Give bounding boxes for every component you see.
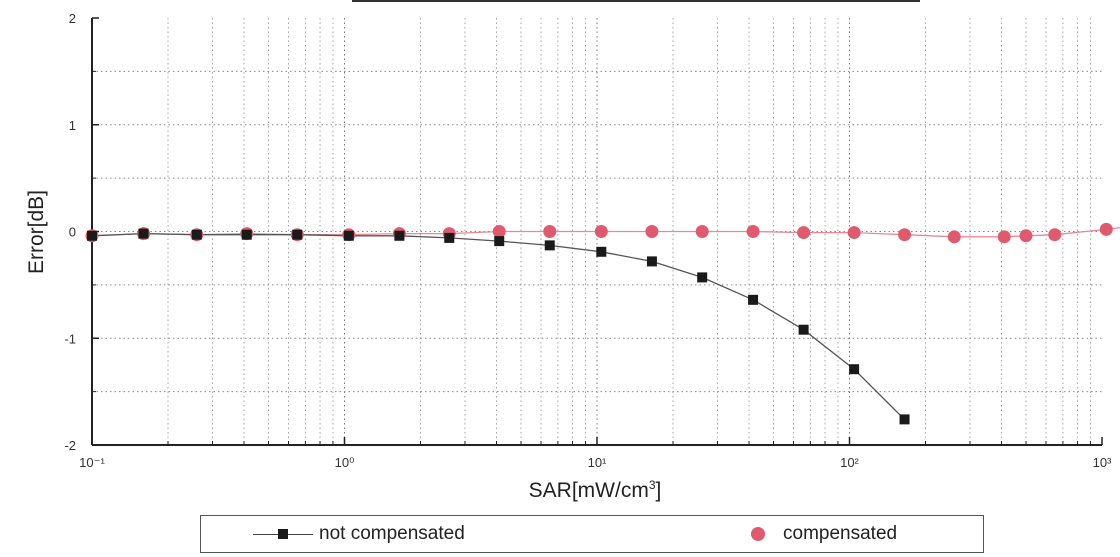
- data-point-not-compensated: [899, 414, 910, 425]
- data-point-compensated: [1099, 222, 1113, 236]
- data-point-not-compensated: [849, 364, 860, 375]
- x-tick-label: 10⁰: [335, 455, 355, 470]
- legend: not compensated compensated: [200, 515, 984, 553]
- chart-plot: 10⁻¹ 10⁰ 10¹ 10² 10³ 2 1 0 -1 -2 SAR[mW/cm3] Erro…: [25, 11, 1120, 502]
- x-tick-label: 10⁻¹: [79, 455, 105, 470]
- data-point-compensated: [847, 226, 861, 240]
- data-point-not-compensated: [697, 272, 708, 283]
- data-point-not-compensated: [444, 232, 455, 243]
- data-point-compensated: [645, 225, 659, 238]
- axes: [91, 17, 1103, 446]
- data-point-compensated: [543, 225, 557, 238]
- legend-line-symbol: [253, 528, 313, 539]
- data-point-compensated: [947, 230, 961, 244]
- series-lines: [91, 226, 1120, 420]
- y-tick-label: 0: [69, 225, 76, 240]
- legend-label: not compensated: [319, 523, 465, 544]
- legend-item-compensated: compensated: [741, 516, 897, 552]
- x-tick-label: 10¹: [588, 455, 607, 470]
- circle-marker-icon: [751, 527, 765, 541]
- y-axis-title: Error[dB]: [25, 190, 48, 274]
- x-axis-title: SAR[mW/cm3]: [529, 478, 662, 502]
- square-marker-icon: [278, 528, 288, 539]
- data-point-not-compensated: [646, 256, 657, 267]
- data-point-compensated: [997, 230, 1011, 244]
- x-tick-label: 10²: [840, 455, 859, 470]
- y-tick-label: 1: [69, 118, 76, 133]
- data-point-compensated: [695, 225, 709, 238]
- top-border-fragment: [352, 0, 920, 2]
- grid: [92, 18, 1102, 445]
- data-point-not-compensated: [241, 229, 252, 240]
- tick-labels: 10⁻¹ 10⁰ 10¹ 10² 10³ 2 1 0 -1 -2: [64, 11, 1112, 470]
- data-point-not-compensated: [748, 294, 759, 305]
- x-tick-label: 10³: [1093, 455, 1112, 470]
- data-point-not-compensated: [596, 246, 607, 257]
- data-point-compensated: [746, 225, 760, 238]
- data-point-not-compensated: [138, 228, 149, 239]
- data-point-not-compensated: [394, 230, 405, 241]
- y-tick-label: 2: [69, 11, 76, 26]
- data-point-compensated: [1019, 229, 1033, 243]
- data-point-compensated: [594, 225, 608, 238]
- data-point-not-compensated: [343, 230, 354, 241]
- data-point-compensated: [1048, 228, 1062, 242]
- data-point-not-compensated: [87, 230, 97, 241]
- data-point-not-compensated: [494, 236, 505, 247]
- data-point-not-compensated: [292, 229, 303, 240]
- y-tick-label: -1: [64, 331, 76, 346]
- legend-label: compensated: [783, 523, 898, 544]
- data-point-not-compensated: [544, 240, 555, 251]
- data-point-compensated: [898, 228, 912, 242]
- series-markers: [85, 222, 1113, 425]
- data-point-compensated: [492, 225, 506, 238]
- data-point-not-compensated: [798, 324, 809, 335]
- y-tick-label: -2: [64, 438, 76, 453]
- data-point-compensated: [797, 226, 811, 240]
- legend-item-not-compensated: not compensated: [253, 516, 465, 552]
- data-point-not-compensated: [191, 229, 202, 240]
